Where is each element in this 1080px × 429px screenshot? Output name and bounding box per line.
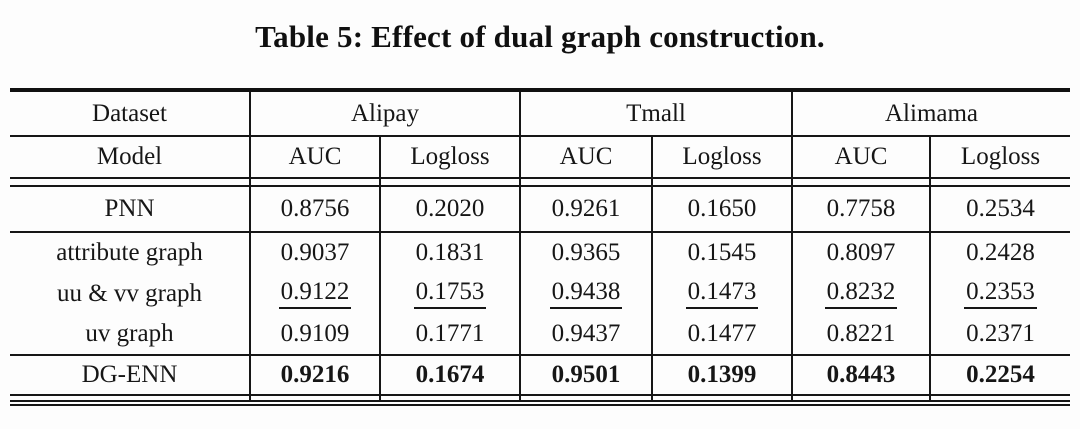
metric-header-auc: AUC — [250, 136, 381, 179]
table-row-attribute-graph: attribute graph 0.9037 0.1831 0.9365 0.1… — [10, 232, 1070, 273]
value-cell: 0.1753 — [380, 273, 522, 314]
model-cell: PNN — [10, 186, 251, 233]
double-rule-spacer — [10, 178, 1071, 187]
value-cell: 0.1650 — [652, 186, 794, 233]
value-cell: 0.2534 — [930, 186, 1071, 233]
value-cell: 0.7758 — [792, 186, 932, 233]
underlined-value: 0.9122 — [278, 278, 352, 309]
metric-header-logloss: Logloss — [652, 136, 794, 179]
underlined-value: 0.2353 — [964, 278, 1037, 309]
table-row-uv-graph: uv graph 0.9109 0.1771 0.9437 0.1477 0.8… — [10, 314, 1071, 356]
group-header-tmall: Tmall — [520, 88, 794, 137]
value-cell: 0.2353 — [930, 273, 1070, 314]
value-cell: 0.1473 — [652, 273, 794, 314]
value-cell: 0.8097 — [792, 232, 932, 273]
model-cell: uu & vv graph — [10, 273, 251, 314]
table-caption: Table 5: Effect of dual graph constructi… — [255, 19, 825, 54]
underlined-value: 0.1753 — [413, 278, 487, 309]
value-cell: 0.2254 — [930, 355, 1071, 396]
value-cell: 0.9109 — [250, 314, 381, 356]
value-cell: 0.9037 — [250, 232, 381, 273]
value-cell: 0.8443 — [792, 355, 932, 396]
value-cell: 0.2371 — [930, 314, 1071, 356]
value-cell: 0.1831 — [380, 232, 522, 273]
value-cell: 0.9261 — [520, 186, 654, 233]
model-header-cell: Model — [10, 136, 251, 179]
metric-header-logloss: Logloss — [930, 136, 1071, 179]
value-cell: 0.1771 — [380, 314, 522, 356]
value-cell: 0.2020 — [380, 186, 522, 233]
metric-header-auc: AUC — [792, 136, 932, 179]
bottom-rule-spacer — [10, 395, 1071, 406]
value-cell: 0.8221 — [792, 314, 932, 356]
header-row-datasets: Dataset Alipay Tmall Alimama — [10, 88, 1071, 137]
underlined-value: 0.8232 — [824, 278, 898, 309]
value-cell: 0.1674 — [380, 355, 522, 396]
group-header-alimama: Alimama — [792, 88, 1071, 137]
results-table: Dataset Alipay Tmall Alimama Model AUC L… — [10, 88, 1071, 406]
underlined-value: 0.1473 — [685, 278, 759, 309]
value-cell: 0.9437 — [520, 314, 654, 356]
value-cell: 0.1545 — [652, 232, 794, 273]
value-cell: 0.2428 — [966, 239, 1035, 266]
model-cell: attribute graph — [10, 232, 251, 273]
value-cell: 0.9216 — [250, 355, 381, 396]
value-cell: 0.8756 — [250, 186, 381, 233]
value-cell: 0.1477 — [652, 314, 794, 356]
dataset-header-cell: Dataset — [10, 88, 251, 137]
table-row-pnn: PNN 0.8756 0.2020 0.9261 0.1650 0.7758 0… — [10, 186, 1071, 233]
value-cell: 0.1399 — [652, 355, 794, 396]
value-cell: 0.9501 — [520, 355, 654, 396]
value-cell: 0.9365 — [520, 232, 654, 273]
underlined-value: 0.9438 — [549, 278, 623, 309]
table-row-dg-enn: DG-ENN 0.9216 0.1674 0.9501 0.1399 0.844… — [10, 355, 1071, 396]
model-cell: uv graph — [10, 314, 251, 356]
model-cell: DG-ENN — [10, 355, 251, 396]
group-header-alipay: Alipay — [250, 88, 522, 137]
value-cell: 0.8232 — [792, 273, 932, 314]
metric-header-logloss: Logloss — [380, 136, 522, 179]
table-row-uu-vv-graph: uu & vv graph 0.9122 0.1753 0.9438 0.147… — [10, 273, 1070, 314]
metric-header-auc: AUC — [520, 136, 654, 179]
value-cell: 0.9438 — [520, 273, 654, 314]
header-row-metrics: Model AUC Logloss AUC Logloss AUC Loglos… — [10, 136, 1071, 179]
value-cell: 0.9122 — [250, 273, 381, 314]
